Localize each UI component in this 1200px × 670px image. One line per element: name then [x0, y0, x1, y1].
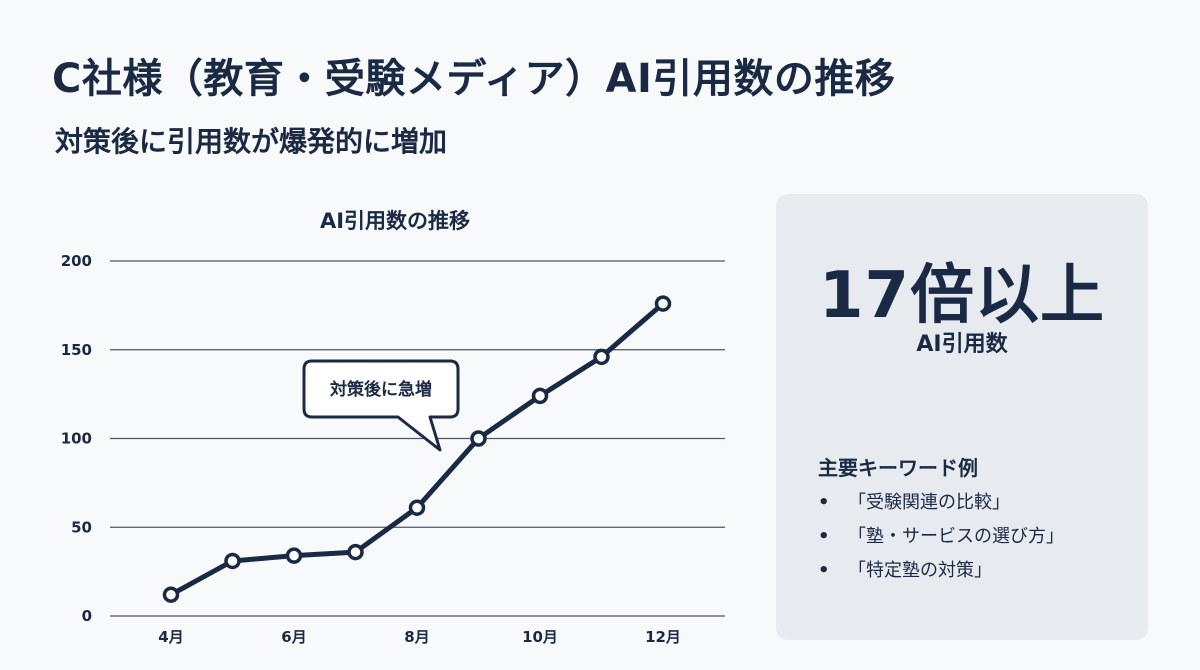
x-tick-label: 6月: [281, 628, 306, 646]
keywords-list: • 「受験関連の比較」 • 「塾・サービスの選び方」 • 「特定塾の対策」: [818, 486, 1064, 588]
series-line: [168, 301, 666, 598]
growth-value: 17倍以上: [818, 259, 1106, 333]
line-chart: AI引用数の推移 0 50 100 150 200 4月 6月 8月 10月 12月 対策後に急…: [61, 209, 725, 646]
data-point: [408, 499, 426, 516]
data-point: [162, 586, 180, 603]
keyword-text: 「塾・サービスの選び方」: [848, 526, 1064, 547]
x-axis-ticks: 4月 6月 8月 10月 12月: [158, 628, 681, 646]
data-point: [593, 348, 610, 366]
y-tick-label: 200: [61, 252, 92, 270]
data-point: [347, 543, 364, 561]
data-point: [654, 295, 672, 312]
keyword-item: • 「受験関連の比較」: [818, 486, 1064, 520]
growth-label: AI引用数: [916, 332, 1008, 357]
callout-text: 対策後に急増: [329, 379, 432, 400]
keywords-heading: 主要キーワード例: [818, 456, 978, 480]
x-tick-label: 4月: [158, 628, 183, 646]
y-tick-label: 150: [61, 341, 92, 359]
callout-bubble: [302, 359, 460, 452]
y-tick-label: 100: [61, 430, 92, 448]
y-axis-ticks: 0 50 100 150 200: [61, 252, 92, 625]
grid-layer: [110, 260, 725, 617]
y-tick-label: 50: [71, 518, 92, 536]
keyword-item: • 「特定塾の対策」: [818, 554, 1064, 588]
bullet-icon: •: [818, 492, 830, 513]
x-tick-label: 10月: [522, 628, 558, 646]
page-subtitle: 対策後に引用数が爆発的に増加: [55, 125, 448, 158]
bullet-icon: •: [818, 526, 830, 547]
summary-panel: 17倍以上 AI引用数 主要キーワード例 • 「受験関連の比較」 • 「塾・サービス…: [776, 194, 1148, 640]
x-tick-label: 8月: [404, 628, 429, 646]
data-point: [470, 430, 487, 447]
data-point: [531, 387, 549, 405]
series-points-layer: [162, 295, 672, 603]
bullet-icon: •: [818, 560, 830, 581]
x-tick-label: 12月: [645, 628, 681, 646]
keyword-text: 「受験関連の比較」: [848, 492, 1010, 513]
keyword-item: • 「塾・サービスの選び方」: [818, 520, 1064, 554]
keyword-text: 「特定塾の対策」: [848, 560, 992, 581]
y-tick-label: 0: [82, 607, 92, 625]
data-point: [285, 547, 303, 564]
callout: 対策後に急増: [302, 359, 460, 452]
data-point: [224, 552, 241, 570]
series-line-layer: [168, 301, 666, 598]
chart-title: AI引用数の推移: [320, 209, 470, 233]
page-title: C社様（教育・受験メディア）AI引用数の推移: [52, 56, 896, 102]
